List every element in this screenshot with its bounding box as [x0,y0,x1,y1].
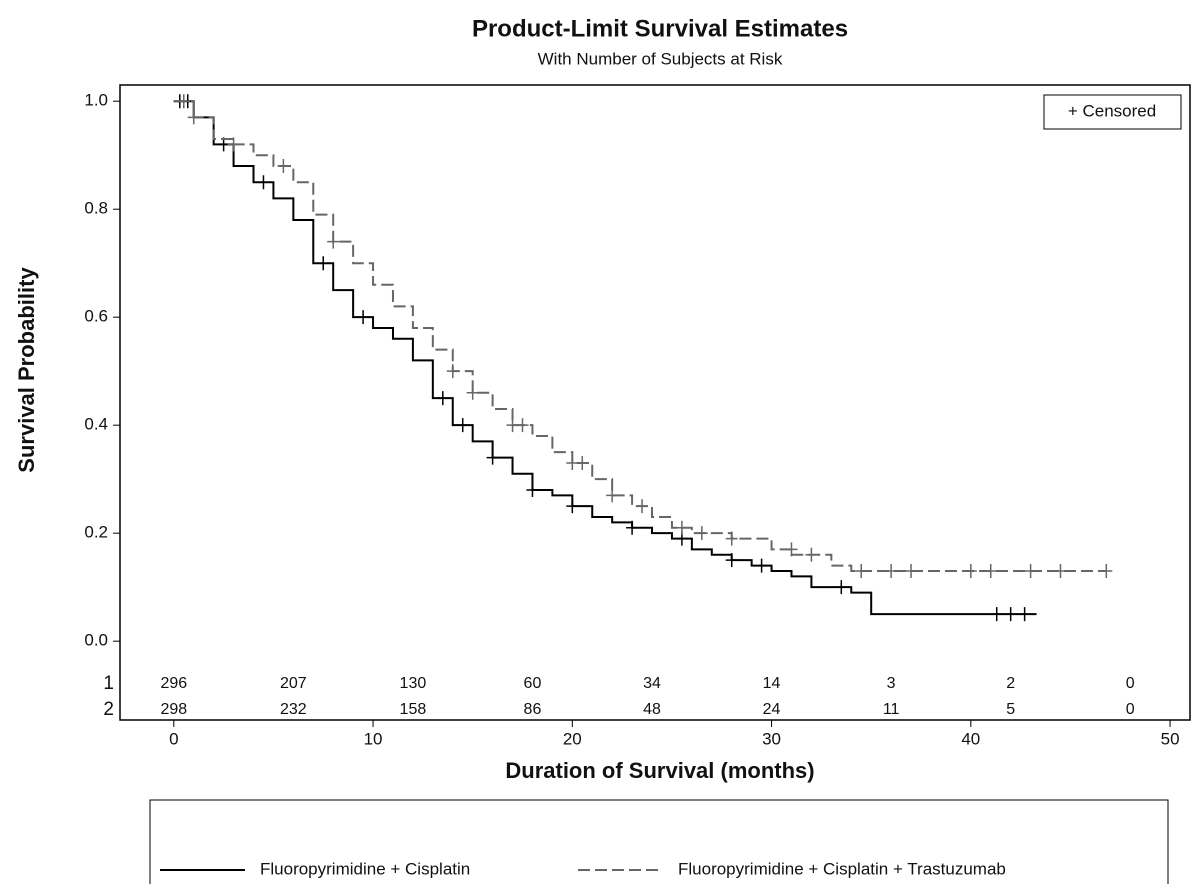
y-tick-label: 0.4 [84,415,108,434]
censor-mark [187,110,200,125]
censor-mark [516,418,529,433]
censor-legend-box [1043,94,1182,130]
censor-mark [576,455,589,470]
censor-mark [675,520,688,535]
censor-mark [1018,607,1031,622]
at-risk-count: 48 [643,701,661,718]
at-risk-count: 11 [883,701,900,718]
at-risk-count: 207 [280,675,307,692]
censor-mark [436,391,449,406]
censor-mark [1100,563,1113,578]
censor-mark [885,563,898,578]
at-risk-count: 232 [280,701,307,718]
censor-mark [327,234,340,249]
censor-mark [725,531,738,546]
chart-title: Product-Limit Survival Estimates [472,15,848,42]
censor-mark [177,94,190,109]
censor-mark [626,520,639,535]
x-tick-label: 50 [1161,729,1180,748]
x-tick-label: 10 [364,729,383,748]
at-risk-count: 60 [524,675,542,692]
censor-mark [984,563,997,578]
censor-mark [725,553,738,568]
censor-mark [964,563,977,578]
x-axis-label: Duration of Survival (months) [505,758,814,783]
at-risk-count: 298 [160,701,187,718]
censor-mark [695,526,708,541]
at-risk-count: 0 [1126,701,1135,718]
censor-mark [855,563,868,578]
y-axis-label: Survival Probability [14,267,39,473]
censor-legend: + Censored [1068,101,1156,120]
y-tick-label: 0.2 [84,523,108,542]
at-risk-count: 34 [643,675,661,692]
legend-box [149,799,1169,884]
censor-mark [566,499,579,514]
plot-frame [119,84,1191,721]
at-risk-count: 158 [400,701,427,718]
y-tick-label: 1.0 [84,91,108,110]
censor-mark [277,158,290,173]
censor-mark [486,450,499,465]
legend-label: Fluoropyrimidine + Cisplatin + Trastuzum… [678,859,1006,878]
at-risk-count: 5 [1006,701,1015,718]
at-risk-count: 2 [1006,675,1015,692]
at-risk-count: 130 [400,675,427,692]
censor-mark [526,482,539,497]
y-tick-label: 0.6 [84,307,108,326]
censor-mark [1054,563,1067,578]
x-tick-label: 30 [762,729,781,748]
at-risk-count: 24 [763,701,781,718]
censor-mark [466,385,479,400]
censor-mark [905,563,918,578]
x-tick-label: 40 [961,729,980,748]
censor-mark [1004,607,1017,622]
x-tick-label: 20 [563,729,582,748]
at-risk-count: 86 [524,701,542,718]
censor-mark [636,499,649,514]
censor-mark [805,547,818,562]
at-risk-count: 14 [763,675,781,692]
censor-mark [227,137,240,152]
censor-mark [446,364,459,379]
at-risk-count: 296 [160,675,187,692]
censor-mark [1024,563,1037,578]
at-risk-count: 0 [1126,675,1135,692]
censor-mark [606,488,619,503]
survival-curve [173,100,1107,572]
at-risk-row-label: 2 [103,699,114,720]
x-tick-label: 0 [169,729,178,748]
at-risk-count: 3 [887,675,896,692]
survival-curve [173,100,1037,616]
chart-subtitle: With Number of Subjects at Risk [538,49,783,68]
censor-mark [785,542,798,557]
y-tick-label: 0.8 [84,199,108,218]
at-risk-row-label: 1 [103,673,114,694]
censor-mark [990,607,1003,622]
censor-mark [755,558,768,573]
legend-label: Fluoropyrimidine + Cisplatin [260,859,470,878]
censor-mark [317,256,330,271]
censor-mark [456,418,469,433]
censor-mark [835,580,848,595]
y-tick-label: 0.0 [84,631,108,650]
censor-mark [257,175,270,190]
censor-mark [357,310,370,325]
